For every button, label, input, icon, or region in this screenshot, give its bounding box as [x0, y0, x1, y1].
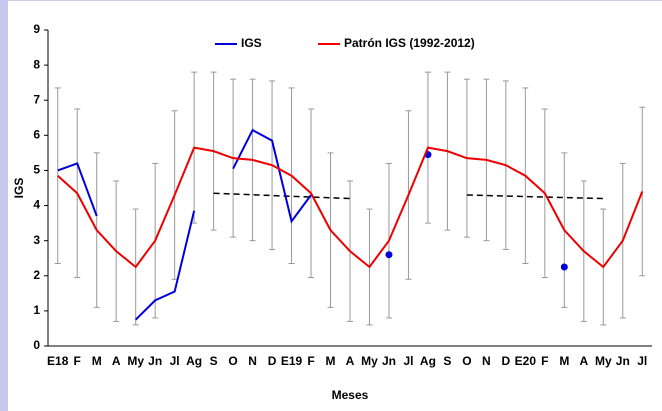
- x-tick-label: N: [248, 354, 257, 368]
- y-tick-label: 1: [33, 303, 40, 317]
- trend-line: [466, 194, 604, 200]
- x-tick-label: S: [210, 354, 218, 368]
- y-tick-label: 7: [33, 92, 40, 106]
- y-axis-title: IGS: [12, 178, 26, 199]
- x-tick-label: D: [268, 354, 277, 368]
- x-tick-label: Jl: [403, 354, 413, 368]
- y-tick-label: 2: [33, 268, 40, 282]
- x-tick-label: E20: [515, 354, 537, 368]
- x-tick-label: Ag: [186, 354, 202, 368]
- trend-line: [213, 192, 351, 200]
- y-tick-label: 9: [33, 22, 40, 36]
- point: [560, 263, 568, 271]
- x-tick-label: S: [443, 354, 451, 368]
- x-tick-label: E19: [281, 354, 303, 368]
- x-tick-label: My: [595, 354, 612, 368]
- x-tick-label: A: [579, 354, 588, 368]
- x-tick-label: Jn: [382, 354, 396, 368]
- x-tick-label: Jl: [637, 354, 647, 368]
- x-axis-title: Meses: [332, 388, 369, 402]
- y-tick-label: 4: [33, 198, 40, 212]
- x-tick-label: F: [74, 354, 81, 368]
- y-tick-label: 8: [33, 57, 40, 71]
- legend-label: IGS: [241, 36, 262, 50]
- x-tick-label: Jn: [616, 354, 630, 368]
- x-tick-label: O: [462, 354, 471, 368]
- x-tick-label: Jn: [148, 354, 162, 368]
- x-tick-label: E18: [47, 354, 69, 368]
- x-tick-label: F: [307, 354, 314, 368]
- legend-label: Patrón IGS (1992-2012): [344, 36, 475, 50]
- x-tick-label: A: [112, 354, 121, 368]
- x-tick-label: My: [127, 354, 144, 368]
- x-tick-label: My: [361, 354, 378, 368]
- x-tick-label: F: [541, 354, 548, 368]
- x-tick-label: M: [559, 354, 569, 368]
- y-tick-label: 6: [33, 128, 40, 142]
- y-tick-label: 5: [33, 163, 40, 177]
- x-tick-label: M: [92, 354, 102, 368]
- series-line: [57, 146, 644, 269]
- x-tick-label: N: [482, 354, 491, 368]
- y-tick-label: 3: [33, 233, 40, 247]
- x-tick-label: Jl: [170, 354, 180, 368]
- y-tick-label: 0: [33, 338, 40, 352]
- x-tick-label: M: [326, 354, 336, 368]
- x-tick-label: D: [502, 354, 511, 368]
- x-tick-label: A: [346, 354, 355, 368]
- point: [385, 251, 393, 259]
- side-strip: [0, 0, 8, 411]
- x-tick-label: Ag: [420, 354, 436, 368]
- x-tick-label: O: [228, 354, 237, 368]
